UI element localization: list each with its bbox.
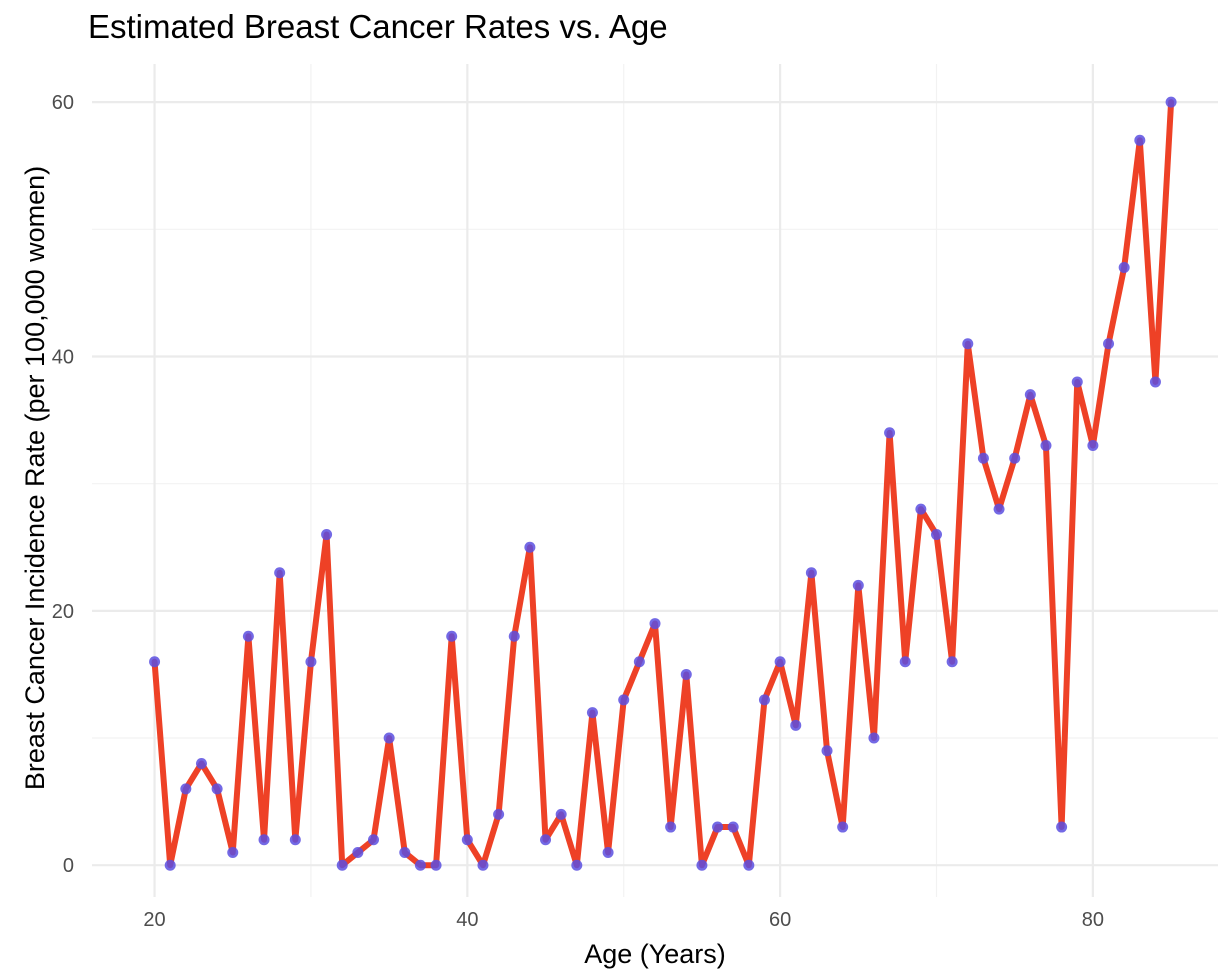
data-point [1071,376,1083,388]
data-point [962,338,974,350]
chart-title: Estimated Breast Cancer Rates vs. Age [88,8,668,45]
data-point [352,846,364,858]
data-point [649,618,661,630]
y-tick-label: 0 [63,855,74,877]
data-point [884,427,896,439]
data-point [383,732,395,744]
x-tick-label: 80 [1082,909,1104,931]
data-point [1165,96,1177,108]
data-point [602,846,614,858]
data-point [1087,440,1099,452]
data-point [727,821,739,833]
data-point [633,656,645,668]
data-point [508,630,520,642]
x-tick-label: 40 [456,909,478,931]
data-point [274,567,286,579]
data-point [540,834,552,846]
data-point [430,859,442,871]
data-point [305,656,317,668]
data-point [555,808,567,820]
data-point [493,808,505,820]
data-point [446,630,458,642]
data-point [821,745,833,757]
data-point [993,503,1005,515]
data-point [618,694,630,706]
data-point [790,719,802,731]
data-point [414,859,426,871]
data-point [665,821,677,833]
data-point [915,503,927,515]
data-point [195,757,207,769]
y-tick-label: 40 [52,347,74,369]
x-tick-label: 60 [769,909,791,931]
data-point [743,859,755,871]
data-point [931,529,942,541]
data-point [1149,376,1161,388]
data-point [852,579,864,591]
data-point [899,656,911,668]
data-point [180,783,192,795]
y-tick-label: 60 [52,92,74,114]
data-point [477,859,489,871]
data-point [1024,389,1036,401]
data-point [946,656,958,668]
data-point [1118,261,1130,273]
data-point [524,541,536,553]
series-line [151,99,1175,869]
data-point [149,656,161,668]
data-point [712,821,724,833]
x-axis-title: Age (Years) [584,939,726,969]
data-point [868,732,880,744]
y-tick-label: 20 [52,601,74,623]
data-point [758,694,770,706]
data-points [149,96,1177,871]
x-axis-ticks: 20 40 60 80 [143,909,1104,931]
data-point [227,846,239,858]
data-point [164,859,176,871]
data-point [461,834,473,846]
data-point [1009,452,1021,464]
data-point [321,529,333,541]
data-point [336,859,348,871]
data-point [696,859,708,871]
data-point [1103,338,1115,350]
data-point [211,783,223,795]
x-tick-label: 20 [143,909,165,931]
data-point [1134,134,1146,146]
data-point [1040,440,1052,452]
data-point [837,821,849,833]
y-axis-title: Breast Cancer Incidence Rate (per 100,00… [20,166,50,790]
data-point [586,707,598,719]
data-point [258,834,270,846]
data-point [571,859,583,871]
data-point [680,668,692,680]
y-axis-ticks: 0 20 40 60 [52,92,74,877]
data-point [774,656,786,668]
data-point [242,630,254,642]
data-point [805,567,817,579]
data-point [399,846,411,858]
data-point [1056,821,1068,833]
data-point [977,452,989,464]
data-point [368,834,379,846]
data-point [289,834,301,846]
series-line-group [151,99,1175,869]
